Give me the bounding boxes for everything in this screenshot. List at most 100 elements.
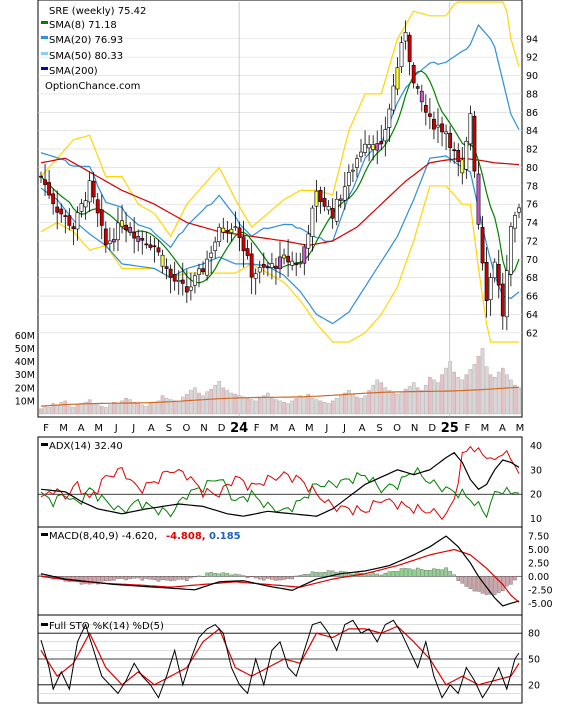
candle-body (274, 265, 278, 269)
volume-bar (172, 400, 177, 415)
volume-bar (363, 395, 367, 415)
volume-bar (492, 377, 497, 415)
macd-hist-bar (290, 576, 294, 580)
macd-title: MACD(8,40,9) -4.620, (49, 531, 157, 542)
volume-bar (359, 398, 363, 415)
candle-body (286, 255, 291, 263)
volume-bar (338, 395, 343, 415)
macd-hist-bar (266, 576, 270, 579)
candle-body (217, 227, 222, 242)
volume-bar (351, 394, 355, 415)
volume-bar (282, 401, 286, 415)
volume-bar (395, 394, 400, 415)
adx-axis: 10 20 30 40 (530, 441, 542, 525)
macd-hist-bar (367, 574, 371, 577)
volume-bar (152, 401, 157, 415)
candle-body (371, 144, 376, 150)
macd-hist-bar (241, 575, 246, 577)
candle-body (375, 143, 380, 151)
candle-body (168, 268, 173, 278)
candle-body (513, 215, 517, 229)
volume-bar (513, 384, 517, 415)
volume-bar (75, 404, 80, 415)
candle-body (314, 190, 319, 207)
macd-hist-bar (322, 571, 327, 577)
volume-bar (278, 400, 282, 415)
volume-bar (164, 398, 169, 415)
candle-body (253, 273, 258, 279)
macd-hist-bar (197, 575, 201, 577)
candle-body (464, 140, 469, 170)
month-label: D (428, 423, 436, 434)
volume-bar (476, 356, 481, 415)
volume-bar (128, 399, 132, 415)
legend-sma200: SMA(200) (49, 66, 98, 77)
volume-bar (496, 371, 501, 415)
candle-body (71, 226, 76, 230)
month-label: F (43, 423, 49, 434)
macd-hist-bar (444, 567, 448, 577)
macd-tick-label: 2.50 (528, 558, 549, 569)
price-tick-label: 84 (526, 126, 538, 137)
legend-sma50: SMA(50) 80.33 (49, 51, 123, 62)
volume-bar (221, 387, 226, 415)
candle-body (209, 252, 214, 258)
candle-body (261, 263, 266, 268)
candle-body (456, 149, 461, 162)
sma20-upper-line (40, 23, 520, 249)
macd-tick-label: -5.00 (528, 599, 553, 610)
month-label: D (218, 423, 226, 434)
candle-body (290, 260, 295, 266)
sto-tick-label: 50 (528, 655, 540, 666)
sto-k-line (40, 619, 520, 699)
volume-bar (488, 374, 493, 415)
macd-hist-bar (371, 572, 375, 577)
candle-body (359, 151, 363, 157)
volume-bar (87, 399, 92, 415)
volume-bar (424, 384, 428, 415)
volume-bar (334, 398, 339, 415)
macd-hist-bar (164, 576, 169, 581)
candle-body (116, 222, 120, 241)
candle-body (213, 241, 218, 251)
price-tick-label: 72 (526, 236, 538, 247)
candle-body (39, 175, 43, 178)
macd-hist-bar (505, 576, 509, 587)
macd-hist-bar (140, 576, 145, 581)
candle-body (355, 158, 359, 168)
macd-hist-bar (472, 576, 477, 592)
candle-body (517, 207, 521, 213)
volume-bar (63, 400, 68, 415)
macd-hist-bar (253, 576, 258, 579)
adx-tick-label: 30 (530, 465, 542, 476)
candle-body (197, 268, 201, 275)
volume-bar (290, 400, 294, 415)
macd-hist-bar (480, 576, 485, 594)
candle-body (504, 270, 509, 318)
candle-body (120, 220, 124, 227)
month-label: J (114, 423, 118, 434)
month-label: A (499, 423, 506, 434)
candle-body (160, 254, 165, 267)
month-label: M (270, 423, 279, 434)
volume-bar (500, 367, 505, 415)
price-tick-label: 94 (526, 34, 538, 45)
candle-body (43, 179, 47, 185)
adx-tick-label: 20 (530, 490, 542, 501)
candle-body (444, 131, 448, 135)
volume-bar (343, 392, 347, 415)
volume-bar (302, 396, 307, 415)
macd-hist-bar (128, 576, 132, 580)
macd-hist-bar (403, 567, 408, 577)
macd-hist-bar (189, 576, 193, 579)
candle-body (99, 209, 104, 226)
candle-body (488, 277, 493, 301)
volume-bar (257, 398, 262, 415)
macd-hist-bar (168, 576, 173, 582)
sto-tick-label: 20 (528, 680, 540, 691)
volume-tick-label: 60M (15, 331, 35, 342)
volume-bar (116, 403, 120, 415)
candle-body (156, 247, 161, 253)
candle-body (103, 228, 108, 246)
candle-body (306, 233, 311, 249)
